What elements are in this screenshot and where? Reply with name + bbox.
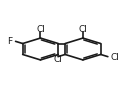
Text: F: F — [8, 37, 13, 46]
Text: Cl: Cl — [79, 25, 87, 34]
Text: Cl: Cl — [54, 55, 62, 64]
Text: Cl: Cl — [36, 25, 45, 34]
Text: Cl: Cl — [111, 53, 119, 62]
